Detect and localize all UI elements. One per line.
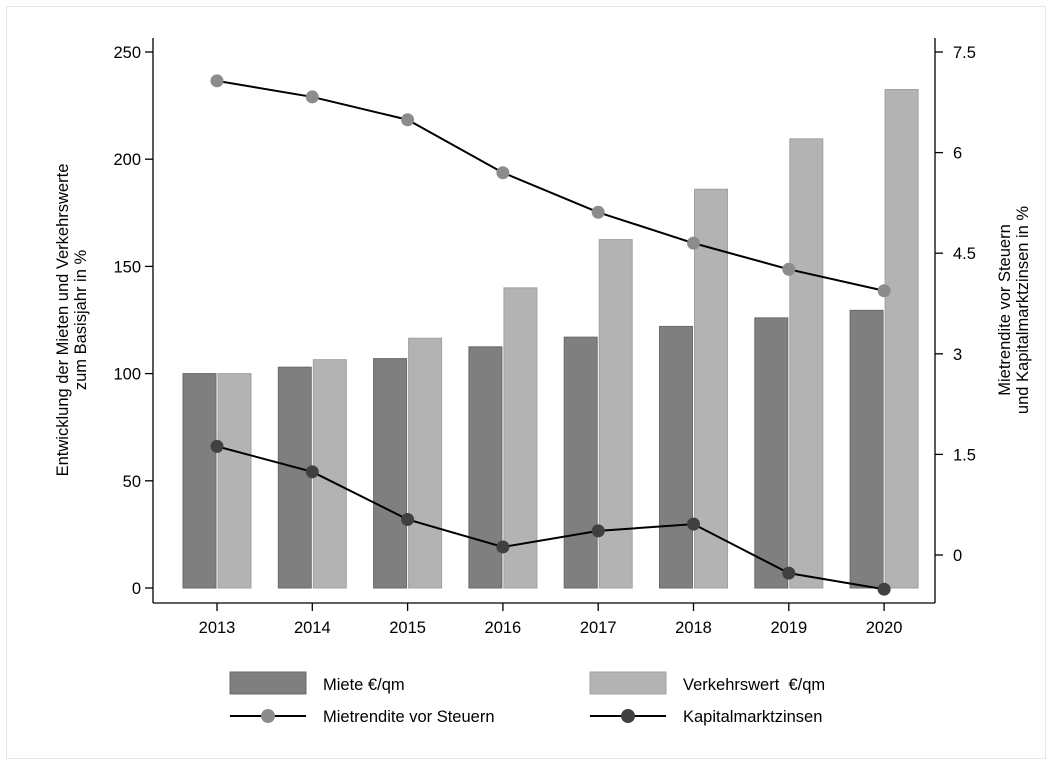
legend-marker-kapitalmarktzinsen (621, 709, 635, 723)
x-tick-label-2020: 2020 (866, 619, 903, 637)
lines-layer (210, 74, 891, 596)
marker-kapitalmarktzinsen-2018 (687, 517, 700, 531)
x-tick-label-2017: 2017 (580, 619, 617, 637)
marker-kapitalmarktzinsen-2014 (305, 465, 319, 479)
legend-label-mietrendite: Mietrendite vor Steuern (323, 708, 495, 726)
x-tick-label-2018: 2018 (675, 619, 712, 637)
marker-mietrendite-2018 (687, 236, 700, 250)
marker-mietrendite-2020 (877, 284, 891, 298)
y-right-axis-label-line2: und Kapitalmarktzinsen in % (1014, 206, 1032, 415)
y-right-tick-label-1.5: 1.5 (953, 446, 976, 464)
bar-miete-2017 (563, 336, 598, 589)
marker-kapitalmarktzinsen-2017 (591, 524, 605, 538)
marker-mietrendite-2019 (782, 262, 796, 276)
marker-mietrendite-2015 (401, 113, 415, 127)
bar-verkehrswert-2017 (598, 239, 633, 589)
legend-marker-mietrendite (261, 709, 275, 723)
marker-mietrendite-2016 (496, 166, 510, 180)
legend-label-miete: Miete €/qm (323, 676, 405, 694)
marker-kapitalmarktzinsen-2016 (496, 540, 510, 554)
y-right-tick-label-0: 0 (953, 547, 962, 565)
y-left-tick-label-150: 150 (113, 258, 141, 276)
legend-swatch-miete (229, 671, 307, 695)
x-tick-label-2013: 2013 (199, 619, 236, 637)
bar-verkehrswert-2016 (503, 287, 538, 589)
y-left-tick-label-0: 0 (132, 580, 141, 598)
axes-layer (152, 38, 936, 604)
marker-mietrendite-2017 (591, 205, 605, 219)
bar-verkehrswert-2015 (408, 337, 443, 589)
x-tick-label-2014: 2014 (294, 619, 331, 637)
bar-verkehrswert-2018 (694, 188, 728, 589)
bar-miete-2020 (849, 309, 884, 589)
legend-label-kapitalmarktzinsen: Kapitalmarktzinsen (683, 708, 822, 726)
y-left-axis-label-line2: zum Basisjahr in % (72, 250, 90, 391)
bar-miete-2013 (182, 373, 217, 589)
y-right-tick-label-6: 6 (953, 145, 962, 163)
bar-miete-2019 (754, 317, 789, 589)
y-left-tick-label-100: 100 (113, 366, 141, 384)
legend-label-verkehrswert: Verkehrswert €/qm (683, 676, 825, 694)
legend-swatch-verkehrswert (589, 671, 667, 695)
line-kapitalmarktzinsen (216, 445, 885, 591)
bar-miete-2015 (373, 358, 408, 589)
y-right-tick-label-3: 3 (953, 346, 962, 364)
line-mietrendite (216, 79, 885, 292)
x-tick-label-2015: 2015 (389, 619, 426, 637)
ticks-layer: 0 50 100 150 200 250 0 1.5 3 4.5 6 7.5 2013 2014 2015 2… (113, 44, 975, 637)
y-right-axis-label-line1: Mietrendite vor Steuern (996, 224, 1014, 396)
bars-layer (182, 89, 919, 589)
bar-miete-2014 (277, 366, 312, 589)
y-left-tick-label-200: 200 (113, 151, 141, 169)
bar-miete-2016 (468, 346, 503, 589)
y-left-tick-label-50: 50 (123, 473, 141, 491)
marker-kapitalmarktzinsen-2020 (877, 582, 891, 596)
marker-kapitalmarktzinsen-2019 (782, 566, 796, 580)
chart-frame (6, 6, 1046, 759)
x-tick-label-2016: 2016 (485, 619, 522, 637)
legend: Miete €/qm Verkehrswert €/qm Mietrendite… (229, 671, 825, 726)
marker-kapitalmarktzinsen-2015 (401, 512, 415, 526)
bar-verkehrswert-2019 (789, 138, 824, 589)
bar-verkehrswert-2014 (312, 359, 347, 589)
marker-mietrendite-2013 (210, 74, 224, 88)
y-right-tick-label-7.5: 7.5 (953, 44, 976, 62)
marker-mietrendite-2014 (305, 90, 319, 104)
y-left-tick-label-250: 250 (113, 44, 141, 62)
y-right-tick-label-4.5: 4.5 (953, 245, 976, 263)
marker-kapitalmarktzinsen-2013 (210, 439, 224, 453)
y-left-axis-label-line1: Entwicklung der Mieten und Verkehrswerte (54, 164, 72, 477)
bar-verkehrswert-2013 (217, 373, 252, 589)
bar-verkehrswert-2020 (884, 89, 919, 589)
x-tick-label-2019: 2019 (770, 619, 807, 637)
bar-miete-2018 (659, 325, 693, 589)
